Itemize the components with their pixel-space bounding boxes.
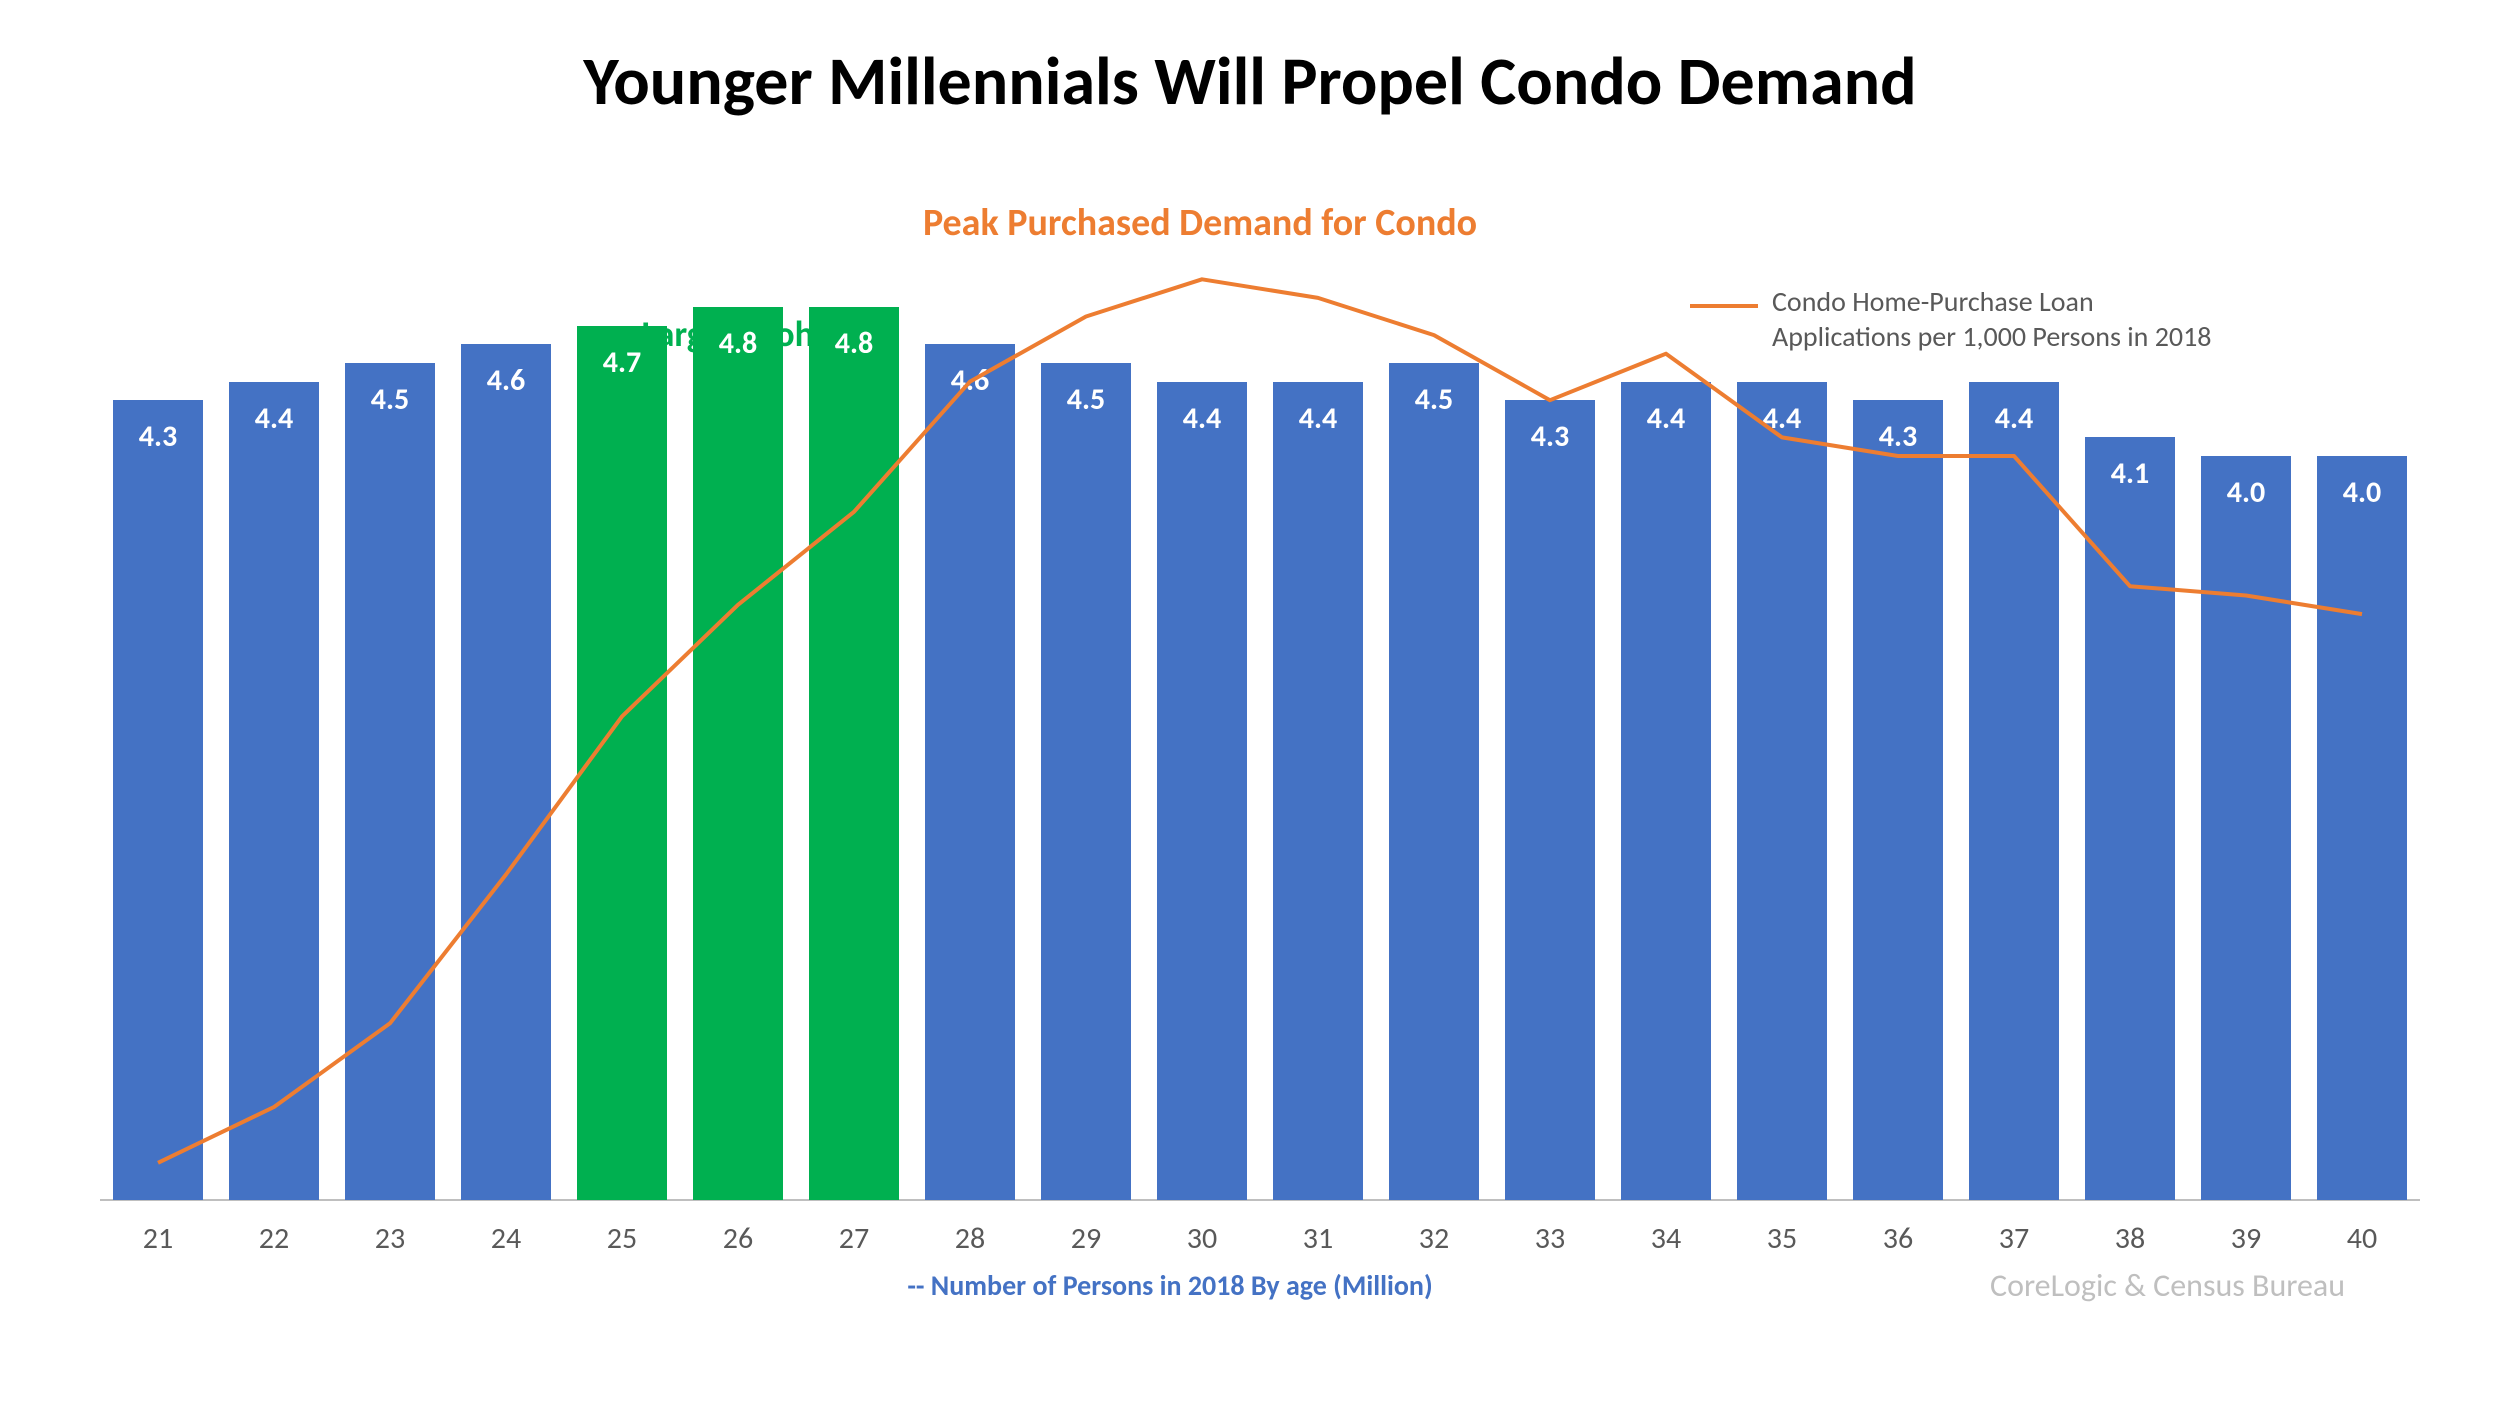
x-tick-label: 37 — [1956, 1220, 2072, 1257]
bar-23: 4.5 — [345, 363, 435, 1200]
bar-33: 4.3 — [1505, 400, 1595, 1200]
x-tick-label: 28 — [912, 1220, 1028, 1257]
bar-line-chart: 4.3214.4224.5234.6244.7254.8264.8274.628… — [100, 270, 2420, 1200]
bar-38: 4.1 — [2085, 437, 2175, 1200]
bar-39: 4.0 — [2201, 456, 2291, 1200]
bar-value-label: 4.3 — [1853, 418, 1943, 455]
x-tick-label: 27 — [796, 1220, 912, 1257]
bar-37: 4.4 — [1969, 382, 2059, 1200]
x-tick-label: 26 — [680, 1220, 796, 1257]
bar-value-label: 4.5 — [345, 381, 435, 418]
x-tick-label: 35 — [1724, 1220, 1840, 1257]
x-tick-label: 29 — [1028, 1220, 1144, 1257]
bar-26: 4.8 — [693, 307, 783, 1200]
x-tick-label: 22 — [216, 1220, 332, 1257]
bar-value-label: 4.4 — [1273, 400, 1363, 437]
x-tick-label: 38 — [2072, 1220, 2188, 1257]
source-attribution: CoreLogic & Census Bureau — [1990, 1266, 2345, 1305]
bar-25: 4.7 — [577, 326, 667, 1200]
bar-value-label: 4.5 — [1041, 381, 1131, 418]
bar-value-label: 4.5 — [1389, 381, 1479, 418]
bar-value-label: 4.4 — [1737, 400, 1827, 437]
x-tick-label: 31 — [1260, 1220, 1376, 1257]
bar-value-label: 4.1 — [2085, 455, 2175, 492]
bar-27: 4.8 — [809, 307, 899, 1200]
bar-22: 4.4 — [229, 382, 319, 1200]
x-tick-label: 34 — [1608, 1220, 1724, 1257]
bar-35: 4.4 — [1737, 382, 1827, 1200]
peak-demand-annotation: Peak Purchased Demand for Condo — [820, 200, 1580, 246]
x-tick-label: 40 — [2304, 1220, 2420, 1257]
bar-value-label: 4.6 — [461, 362, 551, 399]
bar-36: 4.3 — [1853, 400, 1943, 1200]
x-tick-label: 24 — [448, 1220, 564, 1257]
demand-line — [100, 270, 2420, 1200]
chart-stage: Younger Millennials Will Propel Condo De… — [0, 0, 2500, 1406]
x-tick-label: 23 — [332, 1220, 448, 1257]
bar-21: 4.3 — [113, 400, 203, 1200]
bar-value-label: 4.0 — [2317, 474, 2407, 511]
bar-value-label: 4.0 — [2201, 474, 2291, 511]
x-tick-label: 39 — [2188, 1220, 2304, 1257]
bar-40: 4.0 — [2317, 456, 2407, 1200]
x-tick-label: 32 — [1376, 1220, 1492, 1257]
bar-28: 4.6 — [925, 344, 1015, 1200]
bar-value-label: 4.4 — [1621, 400, 1711, 437]
x-axis-line — [100, 1199, 2420, 1201]
bar-value-label: 4.4 — [229, 400, 319, 437]
bar-value-label: 4.4 — [1969, 400, 2059, 437]
x-tick-label: 36 — [1840, 1220, 1956, 1257]
bar-24: 4.6 — [461, 344, 551, 1200]
x-tick-label: 25 — [564, 1220, 680, 1257]
bar-31: 4.4 — [1273, 382, 1363, 1200]
bar-value-label: 4.4 — [1157, 400, 1247, 437]
bar-32: 4.5 — [1389, 363, 1479, 1200]
x-tick-label: 21 — [100, 1220, 216, 1257]
bar-30: 4.4 — [1157, 382, 1247, 1200]
bar-value-label: 4.3 — [1505, 418, 1595, 455]
bar-value-label: 4.6 — [925, 362, 1015, 399]
bar-value-label: 4.3 — [113, 418, 203, 455]
bar-value-label: 4.8 — [809, 325, 899, 362]
chart-title: Younger Millennials Will Propel Condo De… — [0, 40, 2500, 123]
x-axis-title: -- Number of Persons in 2018 By age (Mil… — [760, 1268, 1580, 1303]
bar-29: 4.5 — [1041, 363, 1131, 1200]
x-tick-label: 33 — [1492, 1220, 1608, 1257]
bar-value-label: 4.8 — [693, 325, 783, 362]
x-tick-label: 30 — [1144, 1220, 1260, 1257]
bar-34: 4.4 — [1621, 382, 1711, 1200]
bar-value-label: 4.7 — [577, 344, 667, 381]
